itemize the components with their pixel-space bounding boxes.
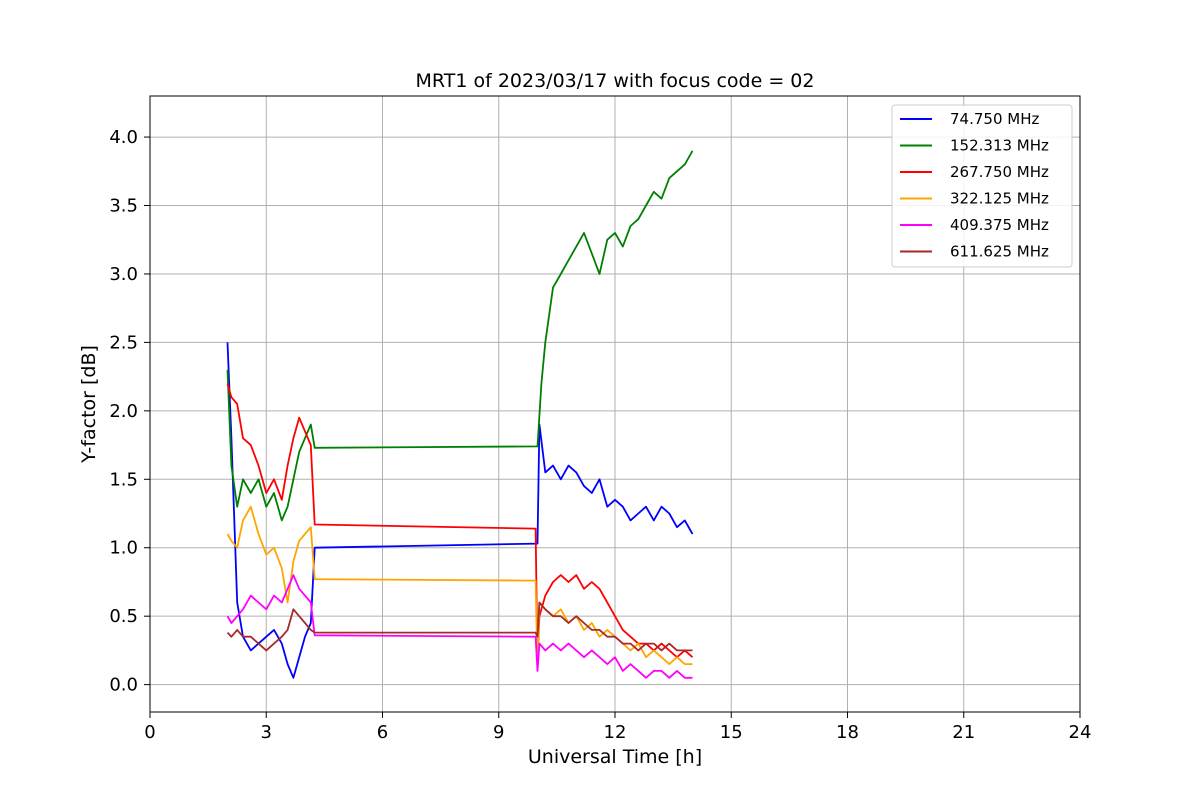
y-tick-label: 3.0 — [109, 264, 138, 285]
y-tick-label: 1.0 — [109, 538, 138, 559]
plot-area — [226, 150, 694, 679]
series-line-0 — [226, 342, 694, 679]
x-tick-label: 9 — [493, 722, 504, 743]
x-tick-label: 15 — [720, 722, 743, 743]
y-tick-label: 0.0 — [109, 675, 138, 696]
grid — [149, 96, 1081, 712]
legend-entry: 409.375 MHz — [950, 216, 1049, 234]
x-tick-label: 6 — [377, 722, 388, 743]
legend: 74.750 MHz 152.313 MHz 267.750 MHz 322.125 … — [891, 104, 1073, 268]
x-axis: 0 3 6 9 12 15 18 21 24 — [144, 712, 1091, 743]
legend-entry: 267.750 MHz — [950, 163, 1049, 181]
series-line-5 — [226, 601, 693, 652]
x-tick-label: 21 — [952, 722, 975, 743]
legend-entry: 152.313 MHz — [950, 137, 1049, 155]
x-tick-label: 18 — [836, 722, 859, 743]
x-tick-label: 3 — [261, 722, 272, 743]
series-line-4 — [226, 574, 693, 679]
x-axis-label: Universal Time [h] — [528, 746, 702, 768]
y-tick-label: 3.5 — [109, 196, 138, 217]
y-tick-label: 2.5 — [109, 332, 138, 353]
legend-entry: 74.750 MHz — [950, 110, 1039, 128]
legend-box — [891, 104, 1073, 268]
y-tick-label: 4.0 — [109, 127, 138, 148]
chart-title: MRT1 of 2023/03/17 with focus code = 02 — [416, 70, 815, 92]
y-tick-label: 0.5 — [109, 606, 138, 627]
x-tick-label: 24 — [1069, 722, 1092, 743]
series-line-2 — [226, 383, 694, 665]
y-tick-label: 1.5 — [109, 469, 138, 490]
series-line-3 — [226, 505, 693, 672]
x-tick-label: 0 — [144, 722, 155, 743]
legend-entry: 611.625 MHz — [950, 243, 1049, 261]
y-axis: 0.0 0.5 1.0 1.5 2.0 2.5 3.0 3.5 4.0 — [109, 127, 150, 696]
y-tick-label: 2.0 — [109, 401, 138, 422]
x-tick-label: 12 — [604, 722, 627, 743]
legend-entry: 322.125 MHz — [950, 190, 1049, 208]
series-line-1 — [226, 150, 694, 522]
y-axis-label: Y-factor [dB] — [78, 345, 100, 464]
